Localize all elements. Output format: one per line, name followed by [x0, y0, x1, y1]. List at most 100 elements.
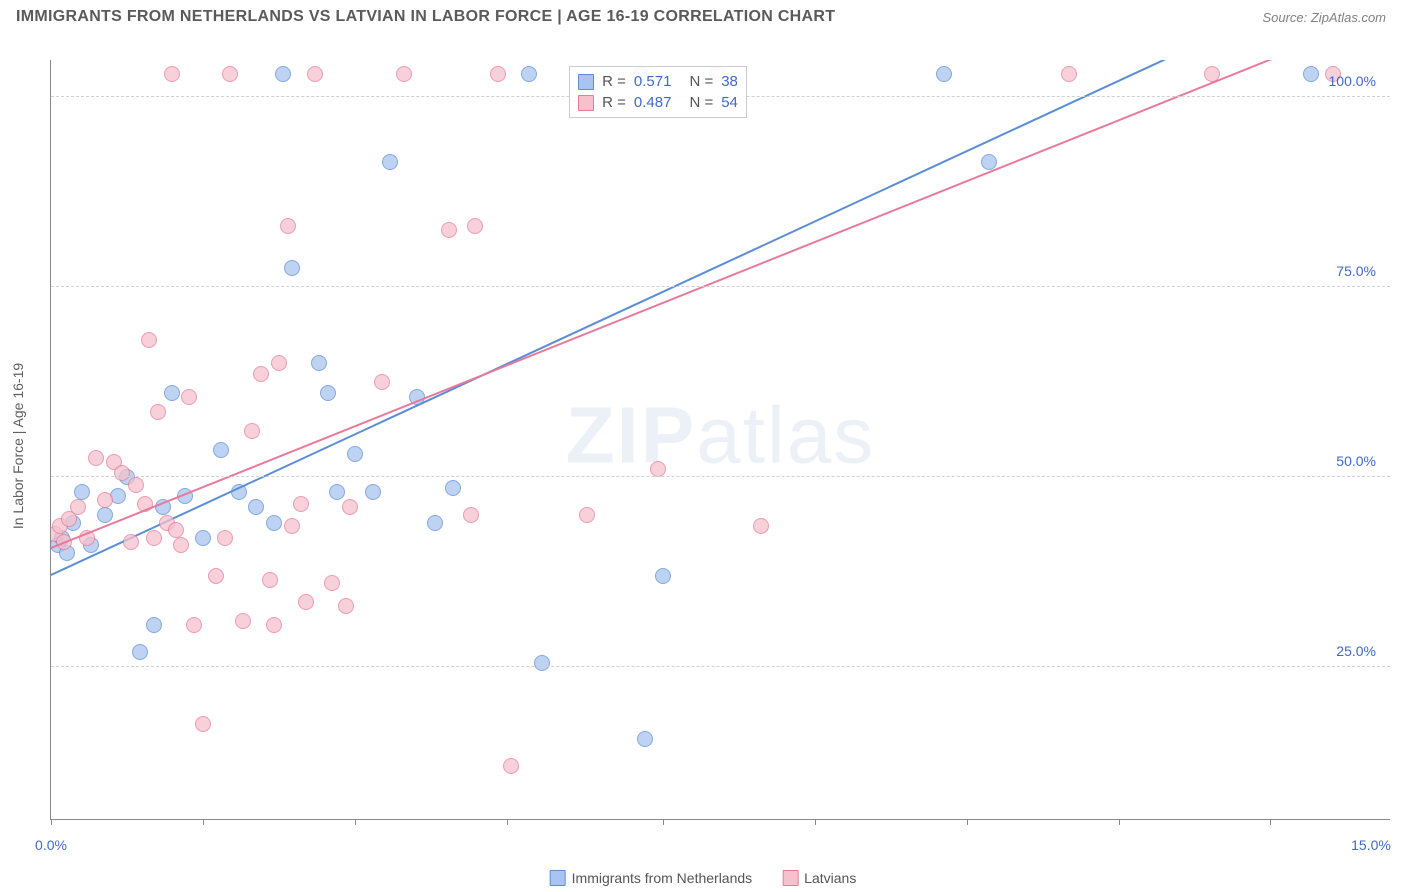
stats-r-value: 0.487: [634, 94, 672, 111]
data-point: [123, 534, 139, 550]
data-point: [463, 507, 479, 523]
data-point: [253, 366, 269, 382]
data-point: [164, 385, 180, 401]
data-point: [222, 66, 238, 82]
stats-n-value: 38: [721, 73, 738, 90]
data-point: [427, 515, 443, 531]
data-point: [293, 496, 309, 512]
data-point: [1061, 66, 1077, 82]
watermark: ZIPatlas: [566, 389, 875, 481]
stats-r-label: R =: [602, 73, 626, 90]
data-point: [141, 332, 157, 348]
x-tick: [51, 819, 52, 825]
data-point: [266, 617, 282, 633]
data-point: [650, 461, 666, 477]
legend-item-latvians: Latvians: [782, 870, 856, 886]
data-point: [213, 442, 229, 458]
data-point: [186, 617, 202, 633]
x-tick-label: 15.0%: [1351, 837, 1391, 853]
data-point: [248, 499, 264, 515]
x-tick: [355, 819, 356, 825]
data-point: [981, 154, 997, 170]
chart-plot-area: ZIPatlas 25.0%50.0%75.0%100.0%0.0%15.0%R…: [50, 60, 1390, 820]
data-point: [168, 522, 184, 538]
legend-swatch-icon: [550, 870, 566, 886]
data-point: [280, 218, 296, 234]
data-point: [266, 515, 282, 531]
data-point: [97, 492, 113, 508]
chart-clip: ZIPatlas: [51, 60, 1390, 819]
data-point: [74, 484, 90, 500]
data-point: [521, 66, 537, 82]
data-point: [164, 66, 180, 82]
data-point: [936, 66, 952, 82]
data-point: [275, 66, 291, 82]
chart-title: IMMIGRANTS FROM NETHERLANDS VS LATVIAN I…: [16, 8, 835, 26]
data-point: [195, 716, 211, 732]
data-point: [70, 499, 86, 515]
data-point: [307, 66, 323, 82]
x-tick: [1270, 819, 1271, 825]
x-tick: [1119, 819, 1120, 825]
data-point: [324, 575, 340, 591]
data-point: [374, 374, 390, 390]
data-point: [262, 572, 278, 588]
data-point: [655, 568, 671, 584]
legend-label: Latvians: [804, 870, 856, 886]
data-point: [365, 484, 381, 500]
stats-n-label: N =: [689, 94, 713, 111]
data-point: [208, 568, 224, 584]
data-point: [382, 154, 398, 170]
y-tick-label: 50.0%: [1336, 453, 1376, 469]
legend-item-netherlands: Immigrants from Netherlands: [550, 870, 753, 886]
data-point: [271, 355, 287, 371]
data-point: [753, 518, 769, 534]
data-point: [490, 66, 506, 82]
x-tick: [967, 819, 968, 825]
data-point: [342, 499, 358, 515]
data-point: [88, 450, 104, 466]
data-point: [235, 613, 251, 629]
data-point: [150, 404, 166, 420]
data-point: [146, 617, 162, 633]
stats-n-label: N =: [689, 73, 713, 90]
data-point: [467, 218, 483, 234]
y-tick-label: 100.0%: [1329, 73, 1376, 89]
data-point: [338, 598, 354, 614]
data-point: [396, 66, 412, 82]
data-point: [329, 484, 345, 500]
trend-line: [51, 60, 1168, 576]
data-point: [637, 731, 653, 747]
data-point: [128, 477, 144, 493]
data-point: [311, 355, 327, 371]
stats-n-value: 54: [721, 94, 738, 111]
data-point: [503, 758, 519, 774]
y-axis-label: In Labor Force | Age 16-19: [10, 363, 26, 529]
data-point: [132, 644, 148, 660]
data-point: [347, 446, 363, 462]
x-tick: [815, 819, 816, 825]
chart-source: Source: ZipAtlas.com: [1262, 10, 1386, 25]
data-point: [534, 655, 550, 671]
x-tick: [663, 819, 664, 825]
legend-swatch-icon: [782, 870, 798, 886]
x-tick: [507, 819, 508, 825]
stats-r-value: 0.571: [634, 73, 672, 90]
legend: Immigrants from Netherlands Latvians: [550, 870, 857, 886]
stats-swatch-icon: [578, 95, 594, 111]
stats-swatch-icon: [578, 74, 594, 90]
data-point: [320, 385, 336, 401]
data-point: [244, 423, 260, 439]
data-point: [1303, 66, 1319, 82]
data-point: [298, 594, 314, 610]
stats-row: R = 0.487 N = 54: [578, 92, 738, 113]
data-point: [97, 507, 113, 523]
data-point: [284, 260, 300, 276]
y-tick-label: 25.0%: [1336, 643, 1376, 659]
gridline-h: [51, 286, 1390, 287]
legend-label: Immigrants from Netherlands: [572, 870, 753, 886]
data-point: [114, 465, 130, 481]
stats-r-label: R =: [602, 94, 626, 111]
stats-row: R = 0.571 N = 38: [578, 71, 738, 92]
y-tick-label: 75.0%: [1336, 263, 1376, 279]
